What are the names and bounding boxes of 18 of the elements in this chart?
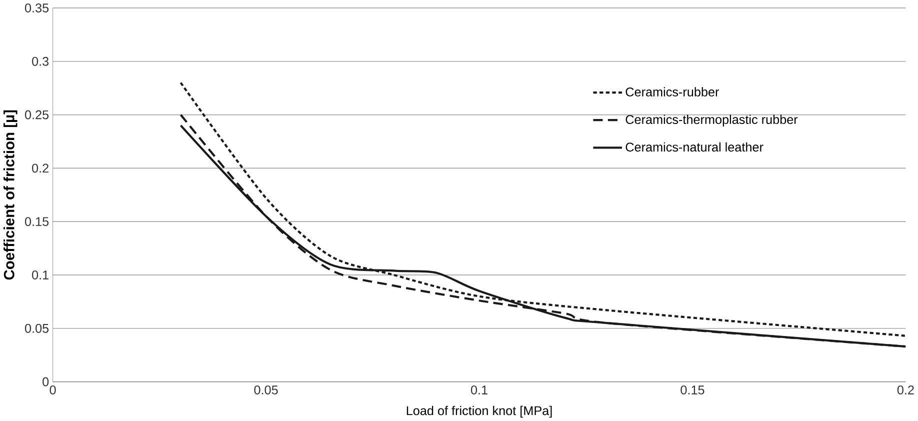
y-axis-title: Coefficient of friction [µ] [4, 110, 18, 280]
x-tick-label: 0 [50, 385, 56, 394]
y-tick-label: 0.05 [24, 324, 49, 333]
legend-label: Ceramics-thermoplastic rubber [626, 114, 798, 126]
y-tick-label: 0.2 [32, 164, 48, 173]
y-tick-label: 0.15 [24, 217, 49, 226]
x-tick-label: 0.1 [470, 385, 488, 394]
x-tick-label: 0.05 [254, 385, 278, 394]
x-axis-title: Load of friction knot [MPa] [406, 406, 552, 418]
y-tick-label: 0.3 [32, 56, 49, 66]
y-tick-label: 0.25 [24, 110, 49, 120]
legend-label: Ceramics-natural leather [626, 142, 764, 152]
y-tick-label: 0 [42, 377, 49, 386]
x-tick-label: 0.2 [897, 385, 914, 394]
x-tick-label: 0.15 [680, 385, 704, 394]
y-tick-label: 0.35 [24, 3, 49, 12]
y-tick-label: 0.1 [32, 270, 48, 280]
legend-label: Ceramics-rubber [626, 87, 720, 96]
